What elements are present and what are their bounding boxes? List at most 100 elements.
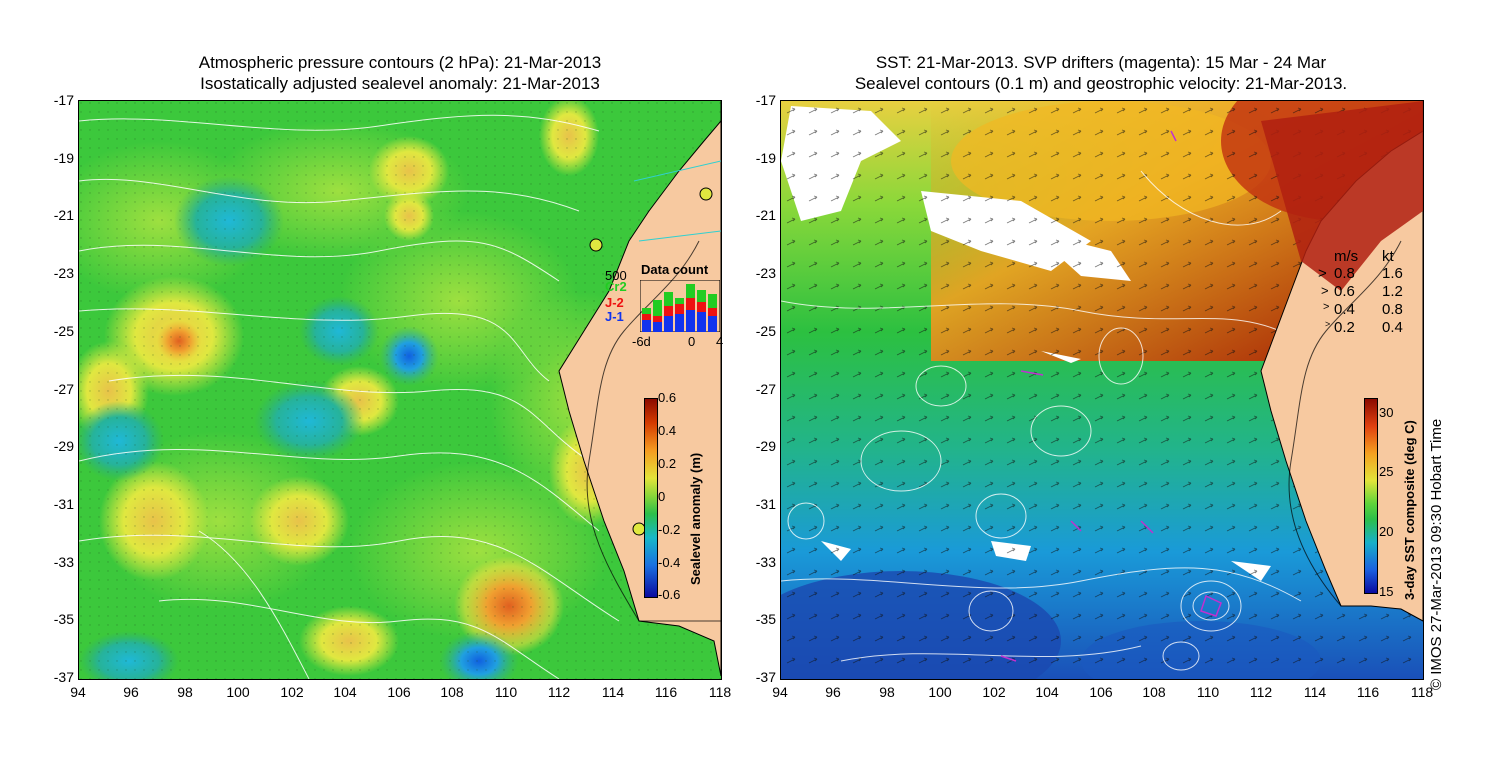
lon-tick: 106	[387, 684, 411, 700]
velocity-arrow-icon: >	[1323, 301, 1330, 313]
sst-cb-tick-0: 30	[1379, 405, 1394, 420]
sealevel-map-svg	[79, 101, 721, 679]
sealevel-anomaly-map[interactable]	[78, 100, 722, 680]
legend-kt-2: 0.8	[1382, 301, 1403, 318]
legend-ms-2: 0.4	[1334, 301, 1355, 318]
lon-tick: 110	[494, 684, 518, 700]
right-title: SST: 21-Mar-2013. SVP drifters (magenta)…	[780, 52, 1422, 94]
lon-tick: 98	[177, 684, 193, 700]
lat-tick: -33	[53, 554, 74, 570]
lon-tick: 118	[708, 684, 732, 700]
hist-xtick-2: 4	[716, 334, 724, 349]
lat-tick: -21	[53, 207, 74, 223]
lat-tick: -19	[755, 150, 776, 166]
sst-cb-tick-1: 25	[1379, 464, 1394, 479]
lon-tick: 108	[1142, 684, 1166, 700]
data-count-inset: Data count 500 Cr2 J-2 J-1	[600, 262, 724, 352]
lat-tick: -35	[755, 611, 776, 627]
lat-tick: -21	[755, 207, 776, 223]
cb-tick-6: -0.6	[658, 587, 681, 602]
left-title-line1: Atmospheric pressure contours (2 hPa): 2…	[198, 53, 602, 72]
lat-tick: -35	[53, 611, 74, 627]
lat-tick: -23	[755, 265, 776, 281]
left-title: Atmospheric pressure contours (2 hPa): 2…	[80, 52, 720, 94]
lat-tick: -37	[53, 669, 74, 685]
legend-j2: J-2	[605, 295, 624, 310]
lat-tick: -17	[53, 92, 74, 108]
lon-tick: 116	[654, 684, 678, 700]
legend-kt-0: 1.6	[1382, 265, 1403, 282]
legend-j1: J-1	[605, 309, 624, 324]
legend-kt-1: 1.2	[1382, 283, 1403, 300]
legend-ms-0: 0.8	[1334, 265, 1355, 282]
lon-tick: 110	[1196, 684, 1220, 700]
lat-tick: -19	[53, 150, 74, 166]
cb-tick-5: -0.4	[658, 555, 681, 570]
tide-gauge-marker[interactable]	[699, 187, 713, 201]
lat-tick: -25	[53, 323, 74, 339]
lat-tick: -29	[53, 438, 74, 454]
legend-ms-1: 0.6	[1334, 283, 1355, 300]
tide-gauge-marker[interactable]	[589, 238, 603, 252]
lat-tick: -29	[755, 438, 776, 454]
velocity-arrow-icon: >	[1325, 319, 1331, 329]
lon-tick: 118	[1410, 684, 1434, 700]
legend-header-ms: m/s	[1334, 248, 1359, 265]
lat-tick: -25	[755, 323, 776, 339]
sst-colorbar	[1364, 398, 1378, 594]
left-title-line2: Isostatically adjusted sealevel anomaly:…	[200, 74, 600, 93]
lon-tick: 100	[928, 684, 952, 700]
velocity-arrow-icon: >	[1318, 265, 1327, 282]
imos-credit: © IMOS 27-Mar-2013 09:30 Hobart Time	[1428, 418, 1445, 690]
bathymetry-line	[1288, 240, 1402, 607]
australia-coastline	[558, 101, 721, 677]
cb-tick-4: -0.2	[658, 522, 681, 537]
lon-tick: 102	[280, 684, 304, 700]
sealevel-colorbar	[644, 398, 658, 598]
legend-kt-3: 0.4	[1382, 319, 1403, 336]
lat-tick: -33	[755, 554, 776, 570]
lon-tick: 104	[333, 684, 357, 700]
sst-map-svg	[781, 101, 1423, 679]
sealevel-contours	[781, 170, 1302, 671]
data-count-histogram	[640, 280, 720, 332]
lon-tick: 112	[1249, 684, 1273, 700]
lon-tick: 114	[1303, 684, 1327, 700]
cb-tick-3: 0	[658, 489, 666, 504]
lon-tick: 100	[226, 684, 250, 700]
lon-tick: 96	[825, 684, 841, 700]
lon-tick: 108	[440, 684, 464, 700]
cb-tick-1: 0.4	[658, 423, 677, 438]
hist-xtick-0: -6d	[632, 334, 651, 349]
lat-tick: -23	[53, 265, 74, 281]
sst-cb-tick-2: 20	[1379, 524, 1394, 539]
lat-tick: -37	[755, 669, 776, 685]
sst-colorbar-label: 3-day SST composite (deg C)	[1402, 420, 1417, 600]
right-title-line1: SST: 21-Mar-2013. SVP drifters (magenta)…	[875, 53, 1327, 72]
lat-tick: -27	[53, 381, 74, 397]
sst-map[interactable]	[780, 100, 1424, 680]
bathymetry-line	[586, 240, 721, 622]
legend-cr2: Cr2	[605, 279, 627, 294]
pressure-contours	[79, 114, 620, 679]
lat-tick: -31	[755, 496, 776, 512]
lon-tick: 114	[601, 684, 625, 700]
velocity-legend: m/s kt > 0.8 1.6 > 0.6 1.2 > 0.4 0.8 > 0…	[1318, 248, 1418, 338]
legend-ms-3: 0.2	[1334, 319, 1355, 336]
lat-tick: -31	[53, 496, 74, 512]
data-count-max: 500	[605, 268, 627, 283]
right-title-line2: Sealevel contours (0.1 m) and geostrophi…	[854, 74, 1348, 93]
lat-tick: -27	[755, 381, 776, 397]
lon-tick: 112	[547, 684, 571, 700]
svp-drifters	[1000, 130, 1222, 662]
sealevel-colorbar-label: Sealevel anomaly (m)	[688, 452, 703, 585]
lon-tick: 94	[70, 684, 86, 700]
hist-xtick-1: 0	[688, 334, 696, 349]
lon-tick: 104	[1035, 684, 1059, 700]
cb-tick-0: 0.6	[658, 390, 677, 405]
lon-tick: 116	[1356, 684, 1380, 700]
velocity-arrow-icon: >	[1321, 283, 1329, 298]
lon-tick: 106	[1089, 684, 1113, 700]
lat-tick: -17	[755, 92, 776, 108]
lon-tick: 102	[982, 684, 1006, 700]
